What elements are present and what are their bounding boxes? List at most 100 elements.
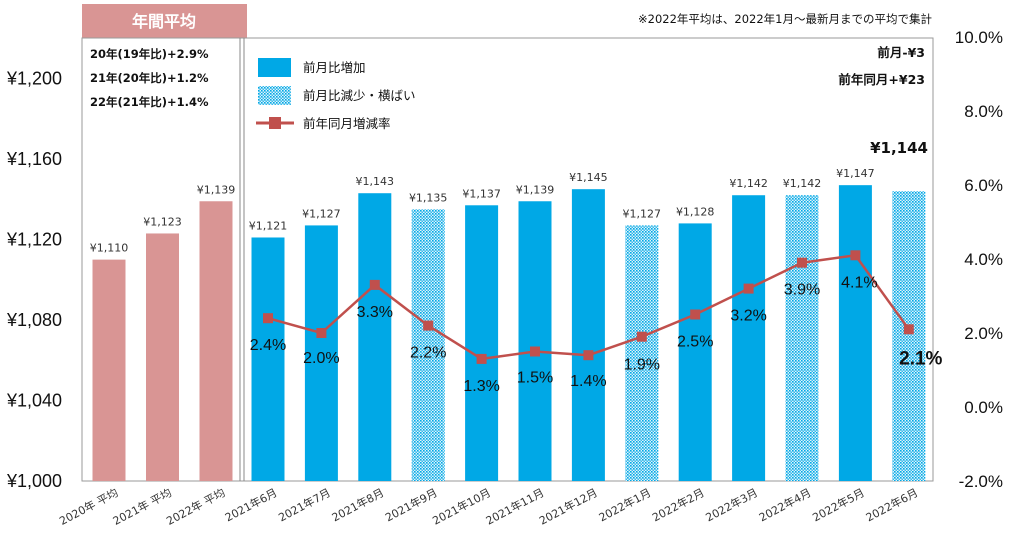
y2-tick-label: 4.0% — [964, 250, 1003, 269]
y-tick-label: ¥1,200 — [6, 69, 62, 89]
legend: 前月比増加 前月比減少・横ばい 前年同月増減率 — [256, 58, 416, 131]
yoy-point — [423, 320, 434, 331]
bar — [465, 205, 499, 481]
note-prev-year: 前年同月+¥23 — [838, 72, 925, 87]
y-axis-left: ¥1,000 ¥1,040 ¥1,080 ¥1,120 ¥1,160 ¥1,200 — [6, 69, 62, 492]
y2-tick-label: 6.0% — [964, 176, 1003, 195]
y-tick-label: ¥1,080 — [6, 310, 62, 330]
value-labels: ¥1,110 ¥1,123 ¥1,139 ¥1,121 ¥1,127 ¥1,143 ¥1,1… — [90, 167, 875, 254]
bar-value-label: ¥1,127 — [623, 207, 662, 220]
yoy-data-label: 3.9% — [784, 282, 820, 299]
yoy-point — [476, 353, 487, 364]
yoy-point — [369, 279, 380, 290]
bar-value-label: ¥1,145 — [569, 171, 608, 184]
y2-tick-label: 0.0% — [964, 398, 1003, 417]
y-axis-right: -2.0% 0.0% 2.0% 4.0% 6.0% 8.0% 10.0% — [955, 28, 1003, 491]
latest-value-label: ¥1,144 — [870, 139, 928, 157]
x-tick-label: 2020年 平均 — [57, 485, 121, 528]
bar-value-label: ¥1,143 — [356, 175, 395, 188]
bar — [518, 201, 552, 481]
yoy-point — [850, 250, 861, 261]
yoy-data-label: 2.0% — [303, 350, 339, 367]
note-prev-month: 前月-¥3 — [877, 45, 925, 60]
x-tick-label: 2021年8月 — [329, 485, 386, 524]
legend-swatch-increase — [258, 58, 291, 77]
yoy-point — [530, 346, 540, 357]
x-tick-label: 2021年10月 — [430, 485, 493, 527]
bar-value-label: ¥1,137 — [462, 187, 501, 200]
y2-tick-label: 10.0% — [955, 28, 1003, 47]
x-tick-label: 2022年2月 — [650, 485, 707, 524]
legend-swatch-decrease — [258, 86, 291, 105]
bar — [304, 225, 338, 481]
yoy-data-label: 1.5% — [517, 370, 553, 387]
yoy-data-label: 2.4% — [250, 337, 286, 354]
yoy-line: 2.4% 2.0% 3.3% 2.2% 1.3% 1.5% 1.4% 1.9% 2.5% 3.2%… — [250, 250, 943, 395]
bar — [625, 225, 659, 481]
bar-value-label: ¥1,128 — [676, 205, 715, 218]
legend-label-line: 前年同月増減率 — [303, 116, 391, 131]
bar — [678, 223, 712, 481]
y-tick-label: ¥1,160 — [6, 149, 62, 169]
bar — [892, 191, 926, 481]
yoy-point — [690, 309, 701, 320]
yoy-data-label: 4.1% — [841, 274, 877, 291]
yoy-data-label: 2.2% — [410, 345, 446, 362]
x-tick-label: 2021年 平均 — [110, 485, 174, 528]
bar-value-label: ¥1,142 — [783, 177, 822, 190]
plot-frame — [81, 37, 934, 482]
bar-value-label: ¥1,139 — [197, 183, 236, 196]
y2-tick-label: -2.0% — [959, 472, 1003, 491]
bar-value-label: ¥1,139 — [516, 183, 555, 196]
bar-value-label: ¥1,123 — [143, 215, 182, 228]
x-tick-label: 2021年7月 — [276, 485, 333, 524]
y-tick-label: ¥1,000 — [6, 471, 62, 491]
legend-label-decrease: 前月比減少・横ばい — [303, 88, 416, 103]
yoy-point — [583, 350, 594, 361]
yoy-data-label: 3.3% — [357, 304, 393, 321]
bar — [251, 237, 285, 481]
bar — [411, 209, 445, 481]
yoy-data-label: 1.3% — [463, 378, 499, 395]
header-box — [82, 4, 247, 38]
bar — [732, 195, 766, 481]
avg-note-2: 21年(20年比)+1.2% — [90, 71, 209, 85]
y-tick-label: ¥1,120 — [6, 230, 62, 250]
yoy-data-label: 1.4% — [570, 373, 606, 390]
legend-marker — [269, 117, 281, 129]
bar — [571, 189, 605, 481]
yoy-point — [743, 283, 754, 294]
yoy-point — [263, 313, 273, 324]
avg-note-3: 22年(21年比)+1.4% — [90, 95, 209, 109]
bar — [92, 259, 126, 481]
bars — [92, 185, 926, 481]
x-tick-label: 2021年11月 — [483, 485, 546, 527]
y2-tick-label: 8.0% — [964, 102, 1003, 121]
yoy-data-label: 2.5% — [677, 334, 713, 351]
bar — [199, 201, 233, 481]
yoy-data-label: 3.2% — [730, 308, 766, 325]
bar-value-label: ¥1,110 — [90, 242, 129, 255]
legend-label-increase: 前月比増加 — [303, 60, 366, 75]
avg-note-1: 20年(19年比)+2.9% — [90, 47, 209, 61]
x-tick-label: 2022年1月 — [596, 485, 653, 524]
bar-value-label: ¥1,135 — [409, 191, 448, 204]
yoy-point — [636, 331, 647, 342]
x-tick-label: 2021年6月 — [223, 485, 280, 524]
yoy-point — [797, 257, 807, 268]
yoy-data-label: 2.1% — [899, 348, 942, 369]
x-tick-label: 2022年4月 — [757, 485, 814, 524]
x-tick-label: 2021年12月 — [537, 485, 600, 527]
y-tick-label: ¥1,040 — [6, 391, 62, 411]
header-label: 年間平均 — [132, 12, 196, 31]
x-tick-label: 2022年3月 — [703, 485, 760, 524]
bar — [838, 185, 872, 481]
bar-value-label: ¥1,142 — [729, 177, 768, 190]
yoy-data-label: 1.9% — [624, 357, 660, 374]
bar-value-label: ¥1,147 — [836, 167, 875, 180]
bar — [358, 193, 392, 481]
x-tick-label: 2022年 平均 — [164, 485, 228, 528]
bar-value-label: ¥1,121 — [249, 219, 288, 232]
yoy-point — [316, 328, 327, 338]
